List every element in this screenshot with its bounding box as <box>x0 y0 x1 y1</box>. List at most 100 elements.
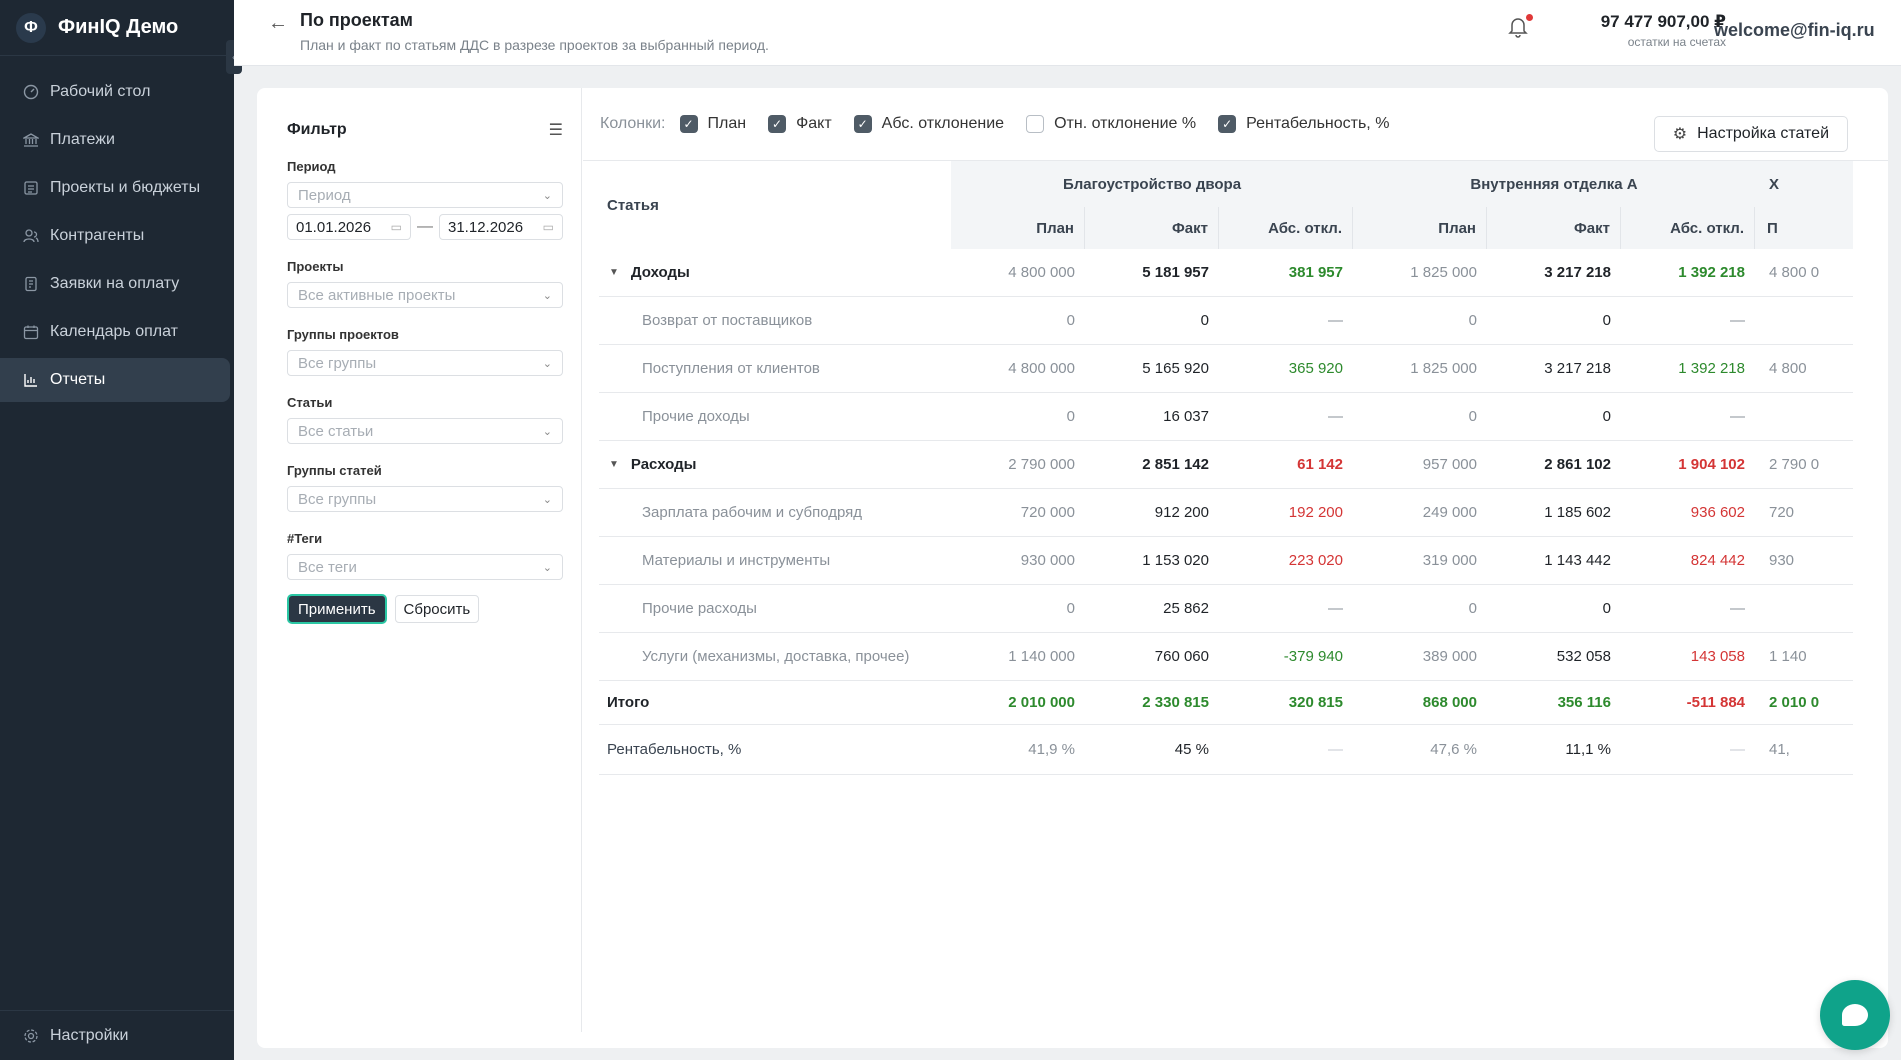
sidebar: Ф ФинIQ Демо Рабочий стол Платежи Проект… <box>0 0 234 1060</box>
project-group-header: Внутренняя отделка А <box>1353 161 1755 207</box>
sidebar-settings-label: Настройки <box>50 1026 129 1044</box>
report-table: Статья Благоустройство двора Внутренняя о… <box>599 161 1853 961</box>
column-toggle-plan[interactable]: ✓ План <box>679 115 746 133</box>
column-toggle-profitability[interactable]: ✓ Рентабельность, % <box>1218 115 1389 133</box>
column-header[interactable]: План <box>1353 207 1487 249</box>
projects-icon <box>22 179 40 197</box>
table-cell: 0 <box>1468 312 1477 329</box>
caret-down-icon[interactable]: ▼ <box>609 267 619 278</box>
article-settings-button[interactable]: ⚙ Настройка статей <box>1653 116 1848 152</box>
table-cell: 356 116 <box>1557 694 1611 711</box>
row-name-label: Услуги (механизмы, доставка, прочее) <box>642 648 910 665</box>
articles-label: Статьи <box>287 395 333 410</box>
filter-panel: Фильтр ☰ Период Период ⌄ 01.01.2026 ▭ — … <box>257 88 582 1032</box>
chat-icon <box>1842 1004 1868 1026</box>
date-to-input[interactable]: 31.12.2026 ▭ <box>439 214 563 240</box>
checkbox-checked-icon: ✓ <box>1218 115 1237 133</box>
table-cell: — <box>1730 408 1745 425</box>
column-toggle-abs-deviation[interactable]: ✓ Абс. отклонение <box>853 115 1005 133</box>
chevron-down-icon: ⌄ <box>542 425 552 438</box>
table-cell: 47,6 % <box>1430 741 1477 758</box>
column-toggle-label: Абс. отклонение <box>881 115 1005 132</box>
table-cell: 143 058 <box>1690 648 1745 665</box>
sidebar-item-reports[interactable]: Отчеты <box>0 358 230 402</box>
reset-button[interactable]: Сбросить <box>394 595 480 623</box>
table-cell: 0 <box>1066 408 1075 425</box>
apply-button[interactable]: Применить <box>287 594 387 624</box>
row-name-label: Поступления от клиентов <box>642 360 820 377</box>
tags-select[interactable]: Все теги ⌄ <box>287 554 563 580</box>
table-cell: 45 % <box>1174 741 1209 758</box>
table-cell: 2 010 0 <box>1769 694 1820 711</box>
column-header[interactable]: П <box>1755 207 1853 249</box>
project-groups-select[interactable]: Все группы ⌄ <box>287 350 563 376</box>
sidebar-item-calendar[interactable]: Календарь оплат <box>0 310 230 354</box>
sidebar-item-settings[interactable]: Настройки <box>0 1010 234 1060</box>
column-header[interactable]: Абс. откл. <box>1219 207 1353 249</box>
table-cell: 2 790 0 <box>1769 456 1820 473</box>
caret-down-icon[interactable]: ▼ <box>609 459 619 470</box>
row-name-label: Возврат от поставщиков <box>642 312 813 329</box>
sidebar-item-dashboard[interactable]: Рабочий стол <box>0 70 230 114</box>
back-arrow-icon[interactable]: ← <box>268 12 288 34</box>
column-header[interactable]: Абс. откл. <box>1621 207 1755 249</box>
table-cell: 2 861 102 <box>1544 456 1611 473</box>
table-cell <box>1755 297 1853 344</box>
period-select[interactable]: Период ⌄ <box>287 182 563 208</box>
table-cell: 2 790 000 <box>1008 456 1075 473</box>
table-cell: 61 142 <box>1297 456 1343 473</box>
date-from-input[interactable]: 01.01.2026 ▭ <box>287 214 411 240</box>
notification-dot <box>1526 14 1533 21</box>
period-placeholder: Период <box>298 186 351 204</box>
row-name: Прочие доходы <box>599 393 951 440</box>
table-cell: 532 058 <box>1556 648 1611 665</box>
article-groups-select[interactable]: Все группы ⌄ <box>287 486 563 512</box>
column-header[interactable]: Факт <box>1085 207 1219 249</box>
sidebar-item-projects[interactable]: Проекты и бюджеты <box>0 166 230 210</box>
table-cell: 868 000 <box>1422 694 1477 711</box>
table-cell: 4 800 <box>1769 360 1807 377</box>
sidebar-item-requests[interactable]: Заявки на оплату <box>0 262 230 306</box>
chevron-down-icon: ⌄ <box>542 357 552 370</box>
chat-button[interactable] <box>1820 980 1890 1050</box>
column-header[interactable]: Факт <box>1487 207 1621 249</box>
column-header[interactable]: План <box>951 207 1085 249</box>
table-cell: 16 037 <box>1163 408 1209 425</box>
project-groups-placeholder: Все группы <box>298 354 377 372</box>
row-name-label: Прочие доходы <box>642 408 750 425</box>
article-column-header: Статья <box>607 196 659 214</box>
table-cell: 760 060 <box>1154 648 1209 665</box>
filter-menu-icon[interactable]: ☰ <box>548 122 563 139</box>
columns-toolbar: Колонки: ✓ План ✓ Факт ✓ Абс. отклонение… <box>583 88 1888 161</box>
table-cell: 1 140 000 <box>1008 648 1075 665</box>
table-cell: 1 153 020 <box>1142 552 1209 569</box>
calendar-icon: ▭ <box>390 220 402 234</box>
table-row: Итого 2 010 000 2 330 815 320 815 868 000 356… <box>599 681 1853 725</box>
table-row[interactable]: ▼ Расходы 2 790 000 2 851 142 61 142 957 000 2… <box>599 441 1853 489</box>
project-header-row: Благоустройство двора Внутренняя отделка … <box>599 161 1853 207</box>
tags-placeholder: Все теги <box>298 558 357 576</box>
row-name: Итого <box>599 681 951 724</box>
table-cell: 1 185 602 <box>1544 504 1611 521</box>
column-toggle-fact[interactable]: ✓ Факт <box>768 115 832 133</box>
date-separator: — <box>417 218 433 235</box>
checkbox-checked-icon: ✓ <box>853 115 872 133</box>
sidebar-item-label: Заявки на оплату <box>50 275 180 292</box>
table-row[interactable]: ▼ Доходы 4 800 000 5 181 957 381 957 1 825 00… <box>599 249 1853 297</box>
row-name-label: Итого <box>607 694 650 711</box>
articles-select[interactable]: Все статьи ⌄ <box>287 418 563 444</box>
user-email[interactable]: welcome@fin-iq.ru <box>1714 20 1875 40</box>
sub-header-row: План Факт Абс. откл. План Факт Абс. откл. П <box>951 207 1853 249</box>
table-cell: 1 825 000 <box>1410 360 1477 377</box>
projects-select[interactable]: Все активные проекты ⌄ <box>287 282 563 308</box>
table-cell: 0 <box>1602 312 1611 329</box>
table-cell: 1 904 102 <box>1678 456 1745 473</box>
filter-title: Фильтр <box>287 121 347 138</box>
sidebar-item-payments[interactable]: Платежи <box>0 118 230 162</box>
column-toggle-rel-deviation[interactable]: Отн. отклонение % <box>1026 115 1196 133</box>
bell-icon[interactable] <box>1508 16 1530 40</box>
table-cell: 3 217 218 <box>1544 360 1611 377</box>
sidebar-item-contractors[interactable]: Контрагенты <box>0 214 230 258</box>
article-groups-label: Группы статей <box>287 463 382 478</box>
brand[interactable]: Ф ФинIQ Демо <box>0 0 234 56</box>
